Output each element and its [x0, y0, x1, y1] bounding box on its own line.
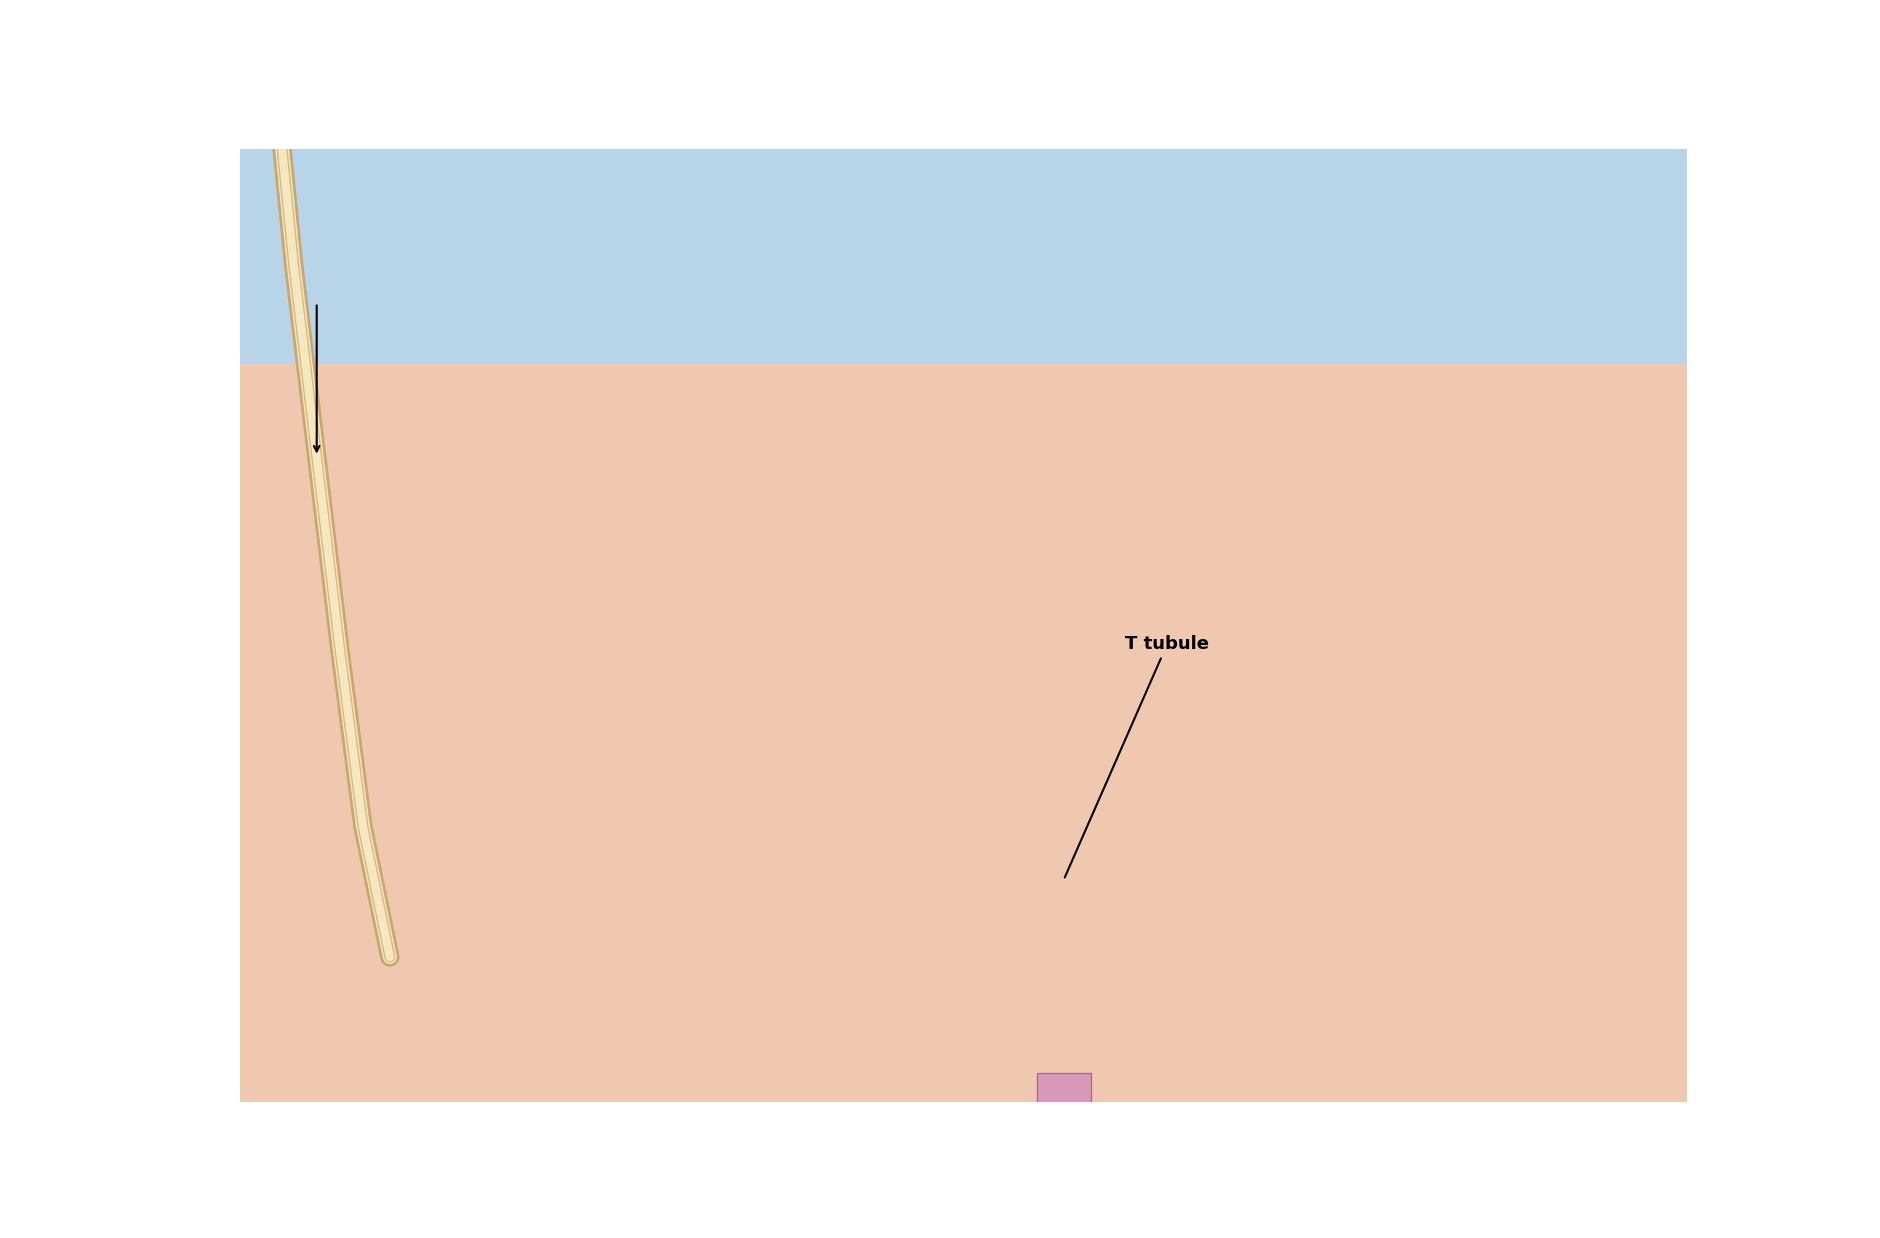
Bar	[410, 1150, 1688, 1238]
Bar	[1036, 1072, 1090, 1238]
Bar	[410, 1158, 1688, 1238]
Circle shape	[402, 1182, 446, 1226]
Polygon shape	[271, 1150, 1688, 1238]
Bar	[1036, 1072, 1090, 1238]
Circle shape	[434, 1190, 478, 1233]
Text: T tubule: T tubule	[1064, 635, 1209, 878]
Bar	[239, 364, 1688, 1102]
Circle shape	[365, 1166, 408, 1210]
